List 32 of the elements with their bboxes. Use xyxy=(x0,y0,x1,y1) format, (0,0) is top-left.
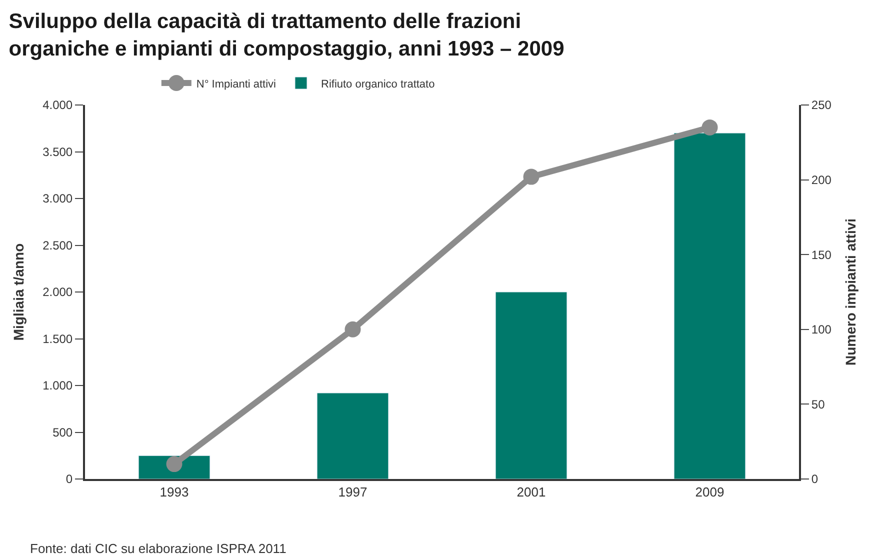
bar xyxy=(674,132,746,479)
point xyxy=(523,168,540,185)
y-tick-label: 3.500 xyxy=(42,144,73,159)
y2-tick-label: 100 xyxy=(811,322,832,337)
y2-axis-title: Numero impianti attivi xyxy=(842,218,859,366)
x-tick-label: 2001 xyxy=(516,484,546,500)
y-tick-label: 4.000 xyxy=(42,98,73,112)
point xyxy=(344,321,361,338)
x-tick-label: 2009 xyxy=(695,484,724,500)
y-axis-title: Migliaia t/anno xyxy=(10,243,27,341)
y-tick-label: 2.500 xyxy=(42,238,73,252)
bar xyxy=(495,292,568,479)
y-tick-label: 1.500 xyxy=(42,332,73,346)
legend-label: N° Impianti attivi xyxy=(196,78,276,90)
x-tick-label: 1993 xyxy=(160,484,189,500)
bar xyxy=(316,392,389,479)
x-tick-label: 1997 xyxy=(338,484,368,500)
point xyxy=(166,456,182,472)
y-tick-label: 0 xyxy=(66,472,73,486)
legend-label: Rifiuto organico trattato xyxy=(320,78,435,90)
y2-tick-label: 0 xyxy=(811,472,818,486)
y-tick-label: 2.000 xyxy=(42,285,73,300)
y-tick-label: 1.000 xyxy=(42,378,73,393)
y2-tick-label: 50 xyxy=(811,397,826,412)
point xyxy=(702,119,718,136)
y2-tick-label: 200 xyxy=(811,173,832,187)
y-tick-label: 3.000 xyxy=(42,192,73,206)
source-note: Fonte: dati CIC su elaborazione ISPRA 2011 xyxy=(30,541,286,556)
y-tick-label: 500 xyxy=(52,425,73,440)
y2-tick-label: 150 xyxy=(811,248,832,262)
y2-tick-label: 250 xyxy=(811,98,832,112)
chart-title: Sviluppo della capacità di trattamento delle frazioni organiche e impianti di compostaggio, anni 1993 – 2009 xyxy=(8,10,564,60)
